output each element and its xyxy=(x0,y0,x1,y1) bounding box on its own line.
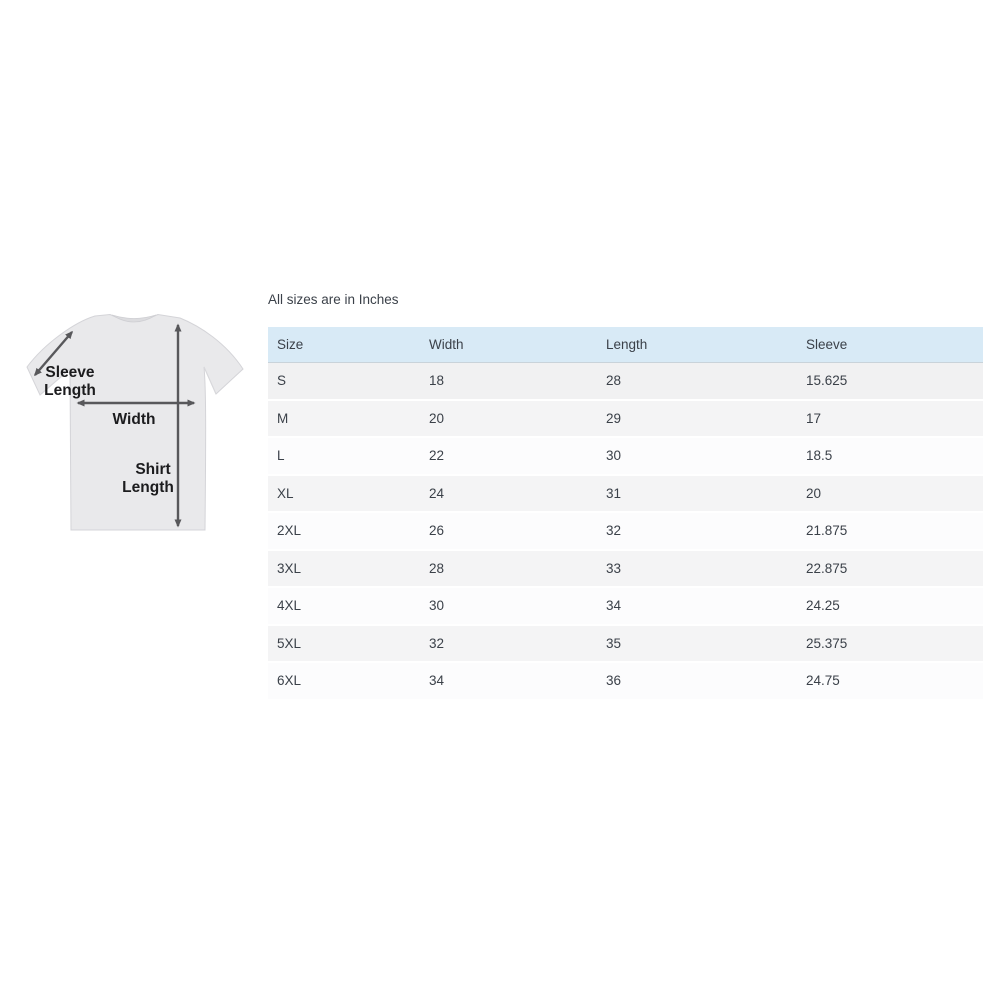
collar-shape xyxy=(111,314,157,323)
size-cell: S xyxy=(268,362,420,401)
size-table: Size Width Length Sleeve S 18 28 15.625 M 20 29 17… xyxy=(268,327,983,701)
sleeve-cell: 17 xyxy=(797,399,983,438)
length-cell: 32 xyxy=(597,511,797,551)
width-cell: 18 xyxy=(420,362,597,401)
length-cell: 34 xyxy=(597,586,797,626)
column-header-sleeve: Sleeve xyxy=(797,327,983,363)
size-cell: 5XL xyxy=(268,624,420,663)
sleeve-cell: 20 xyxy=(797,474,983,513)
width-cell: 28 xyxy=(420,549,597,588)
length-cell: 35 xyxy=(597,624,797,663)
table-header-row: Size Width Length Sleeve xyxy=(268,327,983,363)
shirt-length-label-line1: Shirt xyxy=(135,461,170,478)
units-note: All sizes are in Inches xyxy=(268,292,399,307)
sleeve-length-label-line2: Length xyxy=(44,382,96,399)
width-cell: 32 xyxy=(420,624,597,663)
width-cell: 20 xyxy=(420,399,597,438)
tshirt-diagram-svg: Sleeve Length Width Shirt Length xyxy=(26,313,244,531)
width-label: Width xyxy=(113,411,156,428)
length-cell: 31 xyxy=(597,474,797,513)
table-row: 2XL 26 32 21.875 xyxy=(268,511,983,551)
length-cell: 30 xyxy=(597,436,797,476)
table-row: 3XL 28 33 22.875 xyxy=(268,549,983,588)
column-header-size: Size xyxy=(268,327,420,363)
sleeve-length-arrow xyxy=(34,330,73,377)
sleeve-length-label-line1: Sleeve xyxy=(45,364,95,381)
column-header-length: Length xyxy=(597,327,797,363)
width-cell: 26 xyxy=(420,511,597,551)
length-cell: 29 xyxy=(597,399,797,438)
sleeve-cell: 21.875 xyxy=(797,511,983,551)
table-row: 5XL 32 35 25.375 xyxy=(268,624,983,663)
table-row: 4XL 30 34 24.25 xyxy=(268,586,983,626)
table-row: L 22 30 18.5 xyxy=(268,436,983,476)
size-cell: 6XL xyxy=(268,661,420,701)
shirt-length-label-line2: Length xyxy=(122,479,174,496)
width-cell: 34 xyxy=(420,661,597,701)
sleeve-cell: 24.75 xyxy=(797,661,983,701)
width-cell: 24 xyxy=(420,474,597,513)
length-cell: 28 xyxy=(597,362,797,401)
sleeve-cell: 25.375 xyxy=(797,624,983,663)
size-cell: L xyxy=(268,436,420,476)
length-cell: 33 xyxy=(597,549,797,588)
sleeve-cell: 24.25 xyxy=(797,586,983,626)
shirt-measurement-diagram: Sleeve Length Width Shirt Length xyxy=(20,305,255,540)
width-cell: 22 xyxy=(420,436,597,476)
sleeve-cell: 22.875 xyxy=(797,549,983,588)
table-row: S 18 28 15.625 xyxy=(268,362,983,401)
table-row: XL 24 31 20 xyxy=(268,474,983,513)
sleeve-cell: 18.5 xyxy=(797,436,983,476)
table-row: M 20 29 17 xyxy=(268,399,983,438)
length-cell: 36 xyxy=(597,661,797,701)
size-cell: 3XL xyxy=(268,549,420,588)
width-cell: 30 xyxy=(420,586,597,626)
column-header-width: Width xyxy=(420,327,597,363)
size-cell: 4XL xyxy=(268,586,420,626)
size-cell: 2XL xyxy=(268,511,420,551)
sleeve-cell: 15.625 xyxy=(797,362,983,401)
size-cell: XL xyxy=(268,474,420,513)
size-cell: M xyxy=(268,399,420,438)
table-row: 6XL 34 36 24.75 xyxy=(268,661,983,701)
size-table-body: S 18 28 15.625 M 20 29 17 L 22 30 18.5 XL 24 31 20 2XL 26… xyxy=(268,362,983,701)
tshirt-graphic xyxy=(26,313,244,531)
